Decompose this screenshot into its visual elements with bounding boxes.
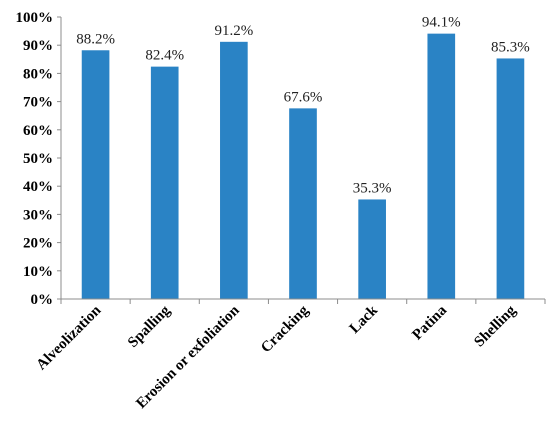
bar [220, 41, 248, 299]
data-label: 82.4% [145, 48, 184, 64]
data-label: 35.3% [353, 180, 392, 196]
y-tick-label: 50% [23, 151, 53, 167]
bar [81, 50, 110, 299]
y-tick-label: 0% [31, 292, 54, 308]
bar [427, 33, 456, 299]
bar [150, 66, 179, 300]
x-tick-label: Shelling [471, 302, 519, 350]
y-tick-label: 70% [23, 95, 53, 111]
y-tick-label: 90% [23, 38, 53, 54]
bar [289, 108, 317, 299]
bars: 88.2% 82.4% 91.2% 67.6% 35.3% 94.1% 85.3% [76, 15, 530, 300]
y-axis: 0% 10% 20% 30% 40% 50% 60% 70% 80% 90% 100% [16, 10, 62, 308]
data-label: 67.6% [284, 89, 323, 105]
data-label: 94.1% [422, 15, 461, 31]
y-tick-label: 20% [23, 236, 53, 252]
bar [358, 199, 386, 299]
y-tick-label: 10% [23, 264, 53, 280]
data-label: 91.2% [214, 23, 253, 39]
y-tick-label: 100% [16, 10, 54, 26]
x-tick-label: Alveolization [34, 302, 105, 373]
x-tick-label: Patina [409, 302, 450, 343]
y-tick-label: 30% [23, 207, 53, 223]
y-tick-label: 60% [23, 123, 53, 139]
y-tick-label: 80% [23, 66, 53, 82]
x-tick-label: Cracking [258, 302, 312, 356]
bar [496, 58, 525, 300]
x-tick-label: Lack [347, 302, 382, 337]
data-label: 88.2% [76, 31, 115, 47]
y-tick-label: 40% [23, 179, 53, 195]
x-tick-label: Spalling [125, 302, 174, 351]
data-label: 85.3% [491, 39, 530, 55]
